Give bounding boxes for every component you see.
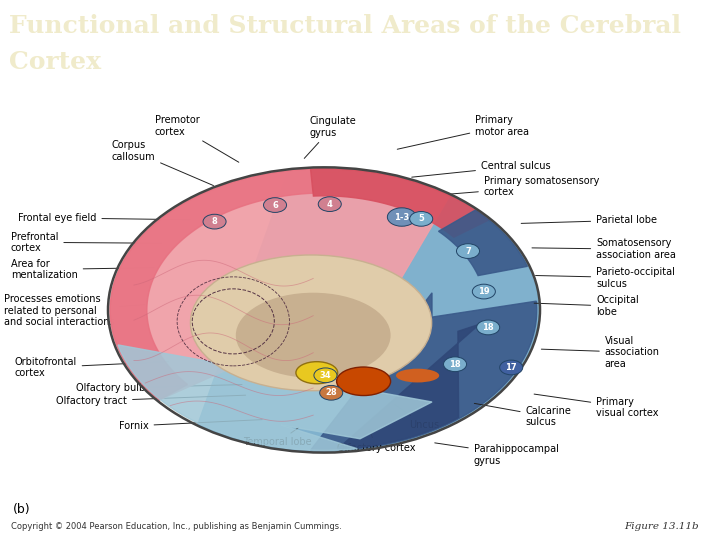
Text: 28: 28 bbox=[325, 388, 337, 397]
Polygon shape bbox=[110, 169, 313, 400]
Text: Olfactory cortex: Olfactory cortex bbox=[337, 430, 415, 453]
Ellipse shape bbox=[337, 367, 391, 395]
Text: Corpus
callosum: Corpus callosum bbox=[112, 140, 213, 186]
Text: Fornix: Fornix bbox=[119, 420, 262, 431]
Text: Calcarine
sulcus: Calcarine sulcus bbox=[474, 403, 572, 428]
Text: Visual
association
area: Visual association area bbox=[541, 336, 660, 369]
Text: Primary somatosensory
cortex: Primary somatosensory cortex bbox=[442, 176, 599, 198]
Circle shape bbox=[472, 284, 495, 299]
Text: Primary
visual cortex: Primary visual cortex bbox=[534, 394, 659, 418]
Text: 7: 7 bbox=[465, 247, 471, 255]
Text: Somatosensory
association area: Somatosensory association area bbox=[532, 239, 676, 260]
Circle shape bbox=[500, 360, 523, 375]
Text: Orbitofrontal
cortex: Orbitofrontal cortex bbox=[14, 356, 168, 378]
Text: Olfactory tract: Olfactory tract bbox=[56, 395, 246, 406]
Circle shape bbox=[456, 244, 480, 259]
Text: Olfactory bulb: Olfactory bulb bbox=[76, 383, 242, 393]
Text: Parietal lobe: Parietal lobe bbox=[521, 215, 657, 225]
Text: Parahippocampal
gyrus: Parahippocampal gyrus bbox=[435, 443, 559, 465]
Polygon shape bbox=[337, 324, 480, 449]
Text: 1-3: 1-3 bbox=[394, 213, 410, 221]
Text: 18: 18 bbox=[449, 360, 461, 369]
Text: 6: 6 bbox=[272, 200, 278, 210]
Ellipse shape bbox=[236, 293, 391, 378]
Text: 4: 4 bbox=[327, 200, 333, 208]
Text: Figure 13.11b: Figure 13.11b bbox=[624, 522, 698, 531]
Text: 5: 5 bbox=[418, 214, 424, 224]
Polygon shape bbox=[310, 293, 536, 450]
Polygon shape bbox=[438, 210, 527, 275]
Text: Temporal lobe: Temporal lobe bbox=[243, 428, 312, 448]
Text: 34: 34 bbox=[320, 371, 331, 380]
Text: Prefrontal
cortex: Prefrontal cortex bbox=[11, 232, 161, 253]
Text: Copyright © 2004 Pearson Education, Inc., publishing as Benjamin Cummings.: Copyright © 2004 Pearson Education, Inc.… bbox=[11, 522, 341, 531]
Circle shape bbox=[264, 198, 287, 212]
Text: 19: 19 bbox=[478, 287, 490, 296]
Polygon shape bbox=[198, 168, 539, 452]
Polygon shape bbox=[310, 169, 489, 237]
Text: Functional and Structural Areas of the Cerebral: Functional and Structural Areas of the C… bbox=[9, 14, 680, 38]
Circle shape bbox=[203, 214, 226, 229]
Text: Processes emotions
related to personal
and social interactions: Processes emotions related to personal a… bbox=[4, 294, 145, 327]
Text: 8: 8 bbox=[212, 217, 217, 226]
Ellipse shape bbox=[190, 255, 432, 391]
Ellipse shape bbox=[296, 362, 338, 384]
Polygon shape bbox=[118, 345, 432, 450]
Circle shape bbox=[314, 368, 337, 383]
Circle shape bbox=[410, 212, 433, 226]
Circle shape bbox=[320, 386, 343, 400]
Text: (b): (b) bbox=[13, 503, 30, 516]
Ellipse shape bbox=[396, 369, 439, 382]
Circle shape bbox=[318, 197, 341, 212]
Text: Central sulcus: Central sulcus bbox=[412, 161, 551, 177]
Text: Cortex: Cortex bbox=[9, 50, 101, 75]
Circle shape bbox=[387, 208, 416, 226]
Circle shape bbox=[477, 320, 500, 335]
Text: Parieto-occipital
sulcus: Parieto-occipital sulcus bbox=[536, 267, 675, 288]
Polygon shape bbox=[108, 167, 540, 453]
Text: Frontal eye field: Frontal eye field bbox=[18, 213, 190, 223]
Text: Primary
motor area: Primary motor area bbox=[397, 115, 529, 149]
Text: Premotor
cortex: Premotor cortex bbox=[155, 115, 239, 162]
Text: Occipital
lobe: Occipital lobe bbox=[534, 295, 639, 317]
Text: 17: 17 bbox=[505, 363, 517, 372]
Text: 18: 18 bbox=[482, 323, 494, 332]
Circle shape bbox=[444, 357, 467, 372]
Polygon shape bbox=[110, 169, 450, 400]
Text: Area for
mentalization: Area for mentalization bbox=[11, 259, 154, 280]
Text: Cingulate
gyrus: Cingulate gyrus bbox=[305, 116, 356, 158]
Text: Uncus: Uncus bbox=[395, 404, 439, 430]
